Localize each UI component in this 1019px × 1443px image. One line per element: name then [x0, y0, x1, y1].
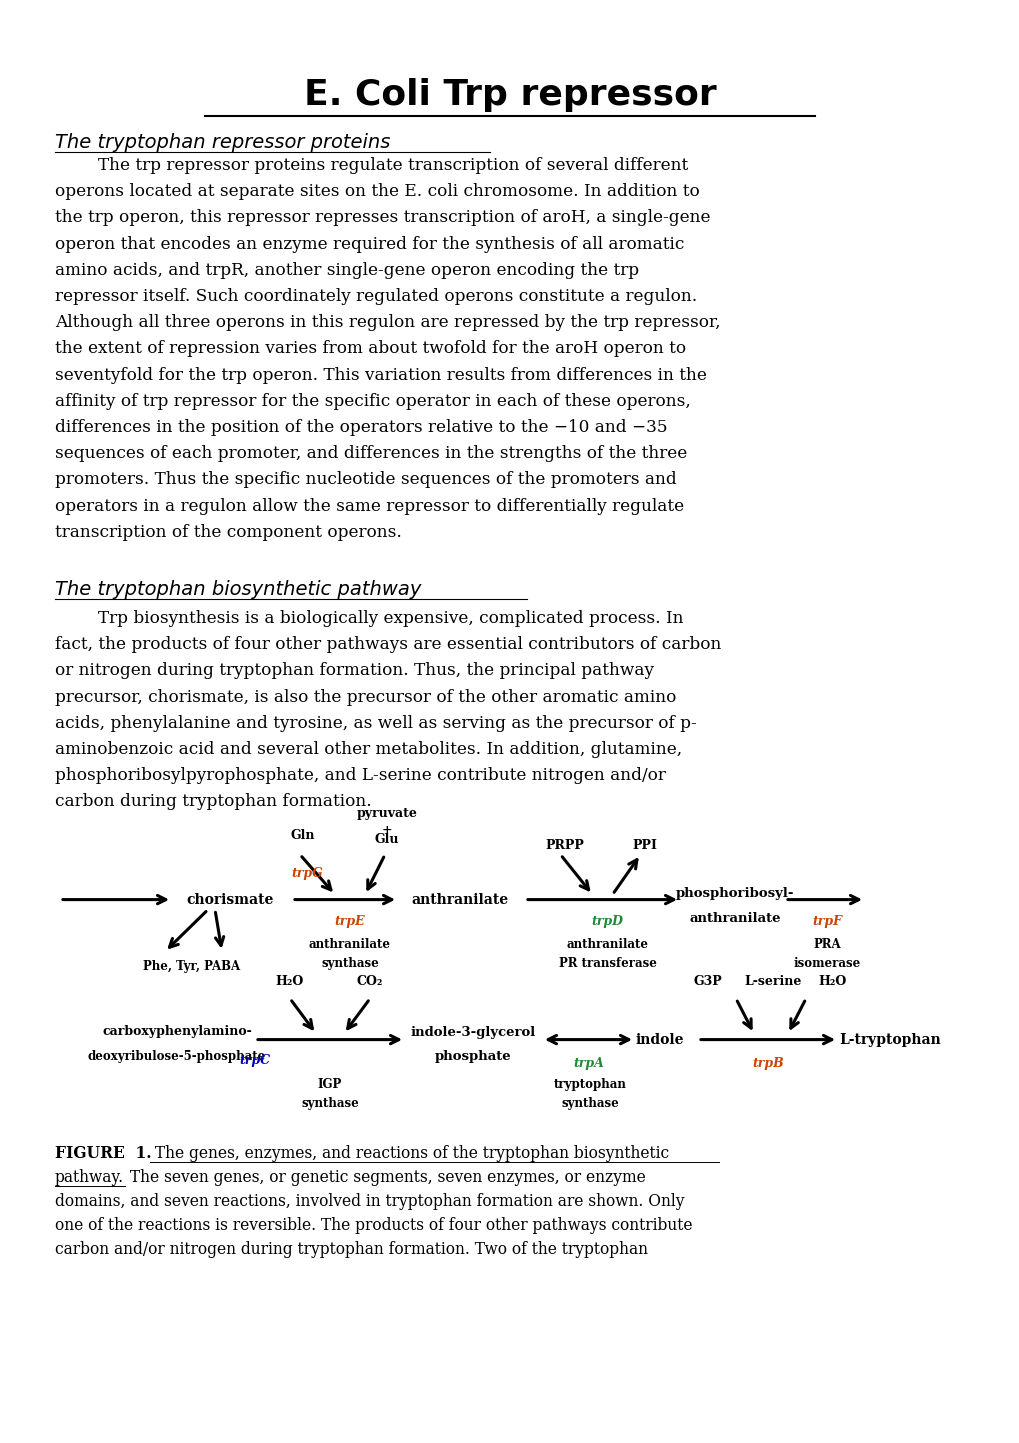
Text: trpB: trpB: [751, 1058, 784, 1071]
Text: PRA: PRA: [812, 938, 840, 951]
Text: operon that encodes an enzyme required for the synthesis of all aromatic: operon that encodes an enzyme required f…: [55, 235, 684, 253]
Text: precursor, chorismate, is also the precursor of the other aromatic amino: precursor, chorismate, is also the precu…: [55, 688, 676, 706]
Text: pyruvate: pyruvate: [357, 807, 417, 820]
Text: Gln: Gln: [290, 828, 315, 841]
Text: E. Coli Trp repressor: E. Coli Trp repressor: [304, 78, 715, 113]
Text: L-tryptophan: L-tryptophan: [839, 1033, 940, 1046]
Text: H₂O: H₂O: [818, 974, 847, 987]
Text: FIGURE  1.: FIGURE 1.: [55, 1144, 152, 1162]
Text: operons located at separate sites on the E. coli chromosome. In addition to: operons located at separate sites on the…: [55, 183, 699, 201]
Text: synthase: synthase: [321, 957, 378, 970]
Text: phosphoribosyl-: phosphoribosyl-: [676, 887, 794, 900]
Text: trpF: trpF: [811, 915, 841, 928]
Text: sequences of each promoter, and differences in the strengths of the three: sequences of each promoter, and differen…: [55, 446, 687, 462]
Text: The seven genes, or genetic segments, seven enzymes, or enzyme: The seven genes, or genetic segments, se…: [125, 1169, 645, 1186]
Text: domains, and seven reactions, involved in tryptophan formation are shown. Only: domains, and seven reactions, involved i…: [55, 1192, 684, 1209]
Text: repressor itself. Such coordinately regulated operons constitute a regulon.: repressor itself. Such coordinately regu…: [55, 289, 697, 304]
Text: +: +: [381, 824, 392, 837]
Text: synthase: synthase: [560, 1097, 619, 1110]
Text: anthranilate: anthranilate: [566, 938, 648, 951]
Text: pathway.: pathway.: [55, 1169, 124, 1186]
Text: operators in a regulon allow the same repressor to differentially regulate: operators in a regulon allow the same re…: [55, 498, 684, 515]
Text: trpD: trpD: [591, 915, 623, 928]
Text: affinity of trp repressor for the specific operator in each of these operons,: affinity of trp repressor for the specif…: [55, 392, 690, 410]
Text: the trp operon, this repressor represses transcription of aroH, a single-gene: the trp operon, this repressor represses…: [55, 209, 710, 227]
Text: anthranilate: anthranilate: [689, 912, 780, 925]
Text: fact, the products of four other pathways are essential contributors of carbon: fact, the products of four other pathway…: [55, 636, 720, 654]
Text: trpC: trpC: [239, 1053, 270, 1068]
Text: chorismate: chorismate: [186, 893, 273, 906]
Text: tryptophan: tryptophan: [553, 1078, 626, 1091]
Text: phosphate: phosphate: [434, 1051, 511, 1063]
Text: carboxyphenylamino-: carboxyphenylamino-: [102, 1025, 252, 1038]
Text: H₂O: H₂O: [275, 974, 304, 987]
Text: trpG: trpG: [290, 867, 323, 880]
Text: L-serine: L-serine: [744, 974, 801, 987]
Text: G3P: G3P: [693, 974, 721, 987]
Text: CO₂: CO₂: [357, 974, 383, 987]
Text: Although all three operons in this regulon are repressed by the trp repressor,: Although all three operons in this regul…: [55, 315, 719, 332]
Text: aminobenzoic acid and several other metabolites. In addition, glutamine,: aminobenzoic acid and several other meta…: [55, 742, 682, 758]
Text: trpE: trpE: [334, 915, 365, 928]
Text: promoters. Thus the specific nucleotide sequences of the promoters and: promoters. Thus the specific nucleotide …: [55, 472, 676, 488]
Text: anthranilate: anthranilate: [309, 938, 390, 951]
Text: one of the reactions is reversible. The products of four other pathways contribu: one of the reactions is reversible. The …: [55, 1216, 692, 1234]
Text: deoxyribulose-5-phosphate: deoxyribulose-5-phosphate: [88, 1051, 266, 1063]
Text: transcription of the component operons.: transcription of the component operons.: [55, 524, 401, 541]
Text: carbon and/or nitrogen during tryptophan formation. Two of the tryptophan: carbon and/or nitrogen during tryptophan…: [55, 1241, 647, 1258]
Text: or nitrogen during tryptophan formation. Thus, the principal pathway: or nitrogen during tryptophan formation.…: [55, 662, 653, 680]
Text: carbon during tryptophan formation.: carbon during tryptophan formation.: [55, 794, 371, 811]
Text: indole: indole: [635, 1033, 684, 1046]
Text: The genes, enzymes, and reactions of the tryptophan biosynthetic: The genes, enzymes, and reactions of the…: [150, 1144, 668, 1162]
Text: IGP: IGP: [318, 1078, 341, 1091]
Text: differences in the position of the operators relative to the −10 and −35: differences in the position of the opera…: [55, 418, 667, 436]
Text: isomerase: isomerase: [793, 957, 860, 970]
Text: amino acids, and trpR, another single-gene operon encoding the trp: amino acids, and trpR, another single-ge…: [55, 261, 639, 278]
Text: Phe, Tyr, PABA: Phe, Tyr, PABA: [144, 960, 240, 973]
Text: synthase: synthase: [301, 1097, 359, 1110]
Text: the extent of repression varies from about twofold for the aroH operon to: the extent of repression varies from abo…: [55, 341, 686, 358]
Text: Trp biosynthesis is a biologically expensive, complicated process. In: Trp biosynthesis is a biologically expen…: [55, 610, 683, 628]
Text: PPI: PPI: [632, 838, 656, 851]
Text: PRPP: PRPP: [544, 838, 583, 851]
Text: The tryptophan repressor proteins: The tryptophan repressor proteins: [55, 133, 390, 152]
Text: indole-3-glycerol: indole-3-glycerol: [410, 1026, 535, 1039]
Text: phosphoribosylpyrophosphate, and L-serine contribute nitrogen and/or: phosphoribosylpyrophosphate, and L-serin…: [55, 768, 665, 784]
Text: acids, phenylalanine and tyrosine, as well as serving as the precursor of p-: acids, phenylalanine and tyrosine, as we…: [55, 714, 696, 732]
Text: Glu: Glu: [374, 833, 398, 846]
Text: PR transferase: PR transferase: [558, 957, 656, 970]
Text: The trp repressor proteins regulate transcription of several different: The trp repressor proteins regulate tran…: [55, 157, 688, 175]
Text: anthranilate: anthranilate: [411, 893, 508, 906]
Text: trpA: trpA: [573, 1058, 603, 1071]
Text: The tryptophan biosynthetic pathway: The tryptophan biosynthetic pathway: [55, 580, 421, 599]
Text: seventyfold for the trp operon. This variation results from differences in the: seventyfold for the trp operon. This var…: [55, 367, 706, 384]
